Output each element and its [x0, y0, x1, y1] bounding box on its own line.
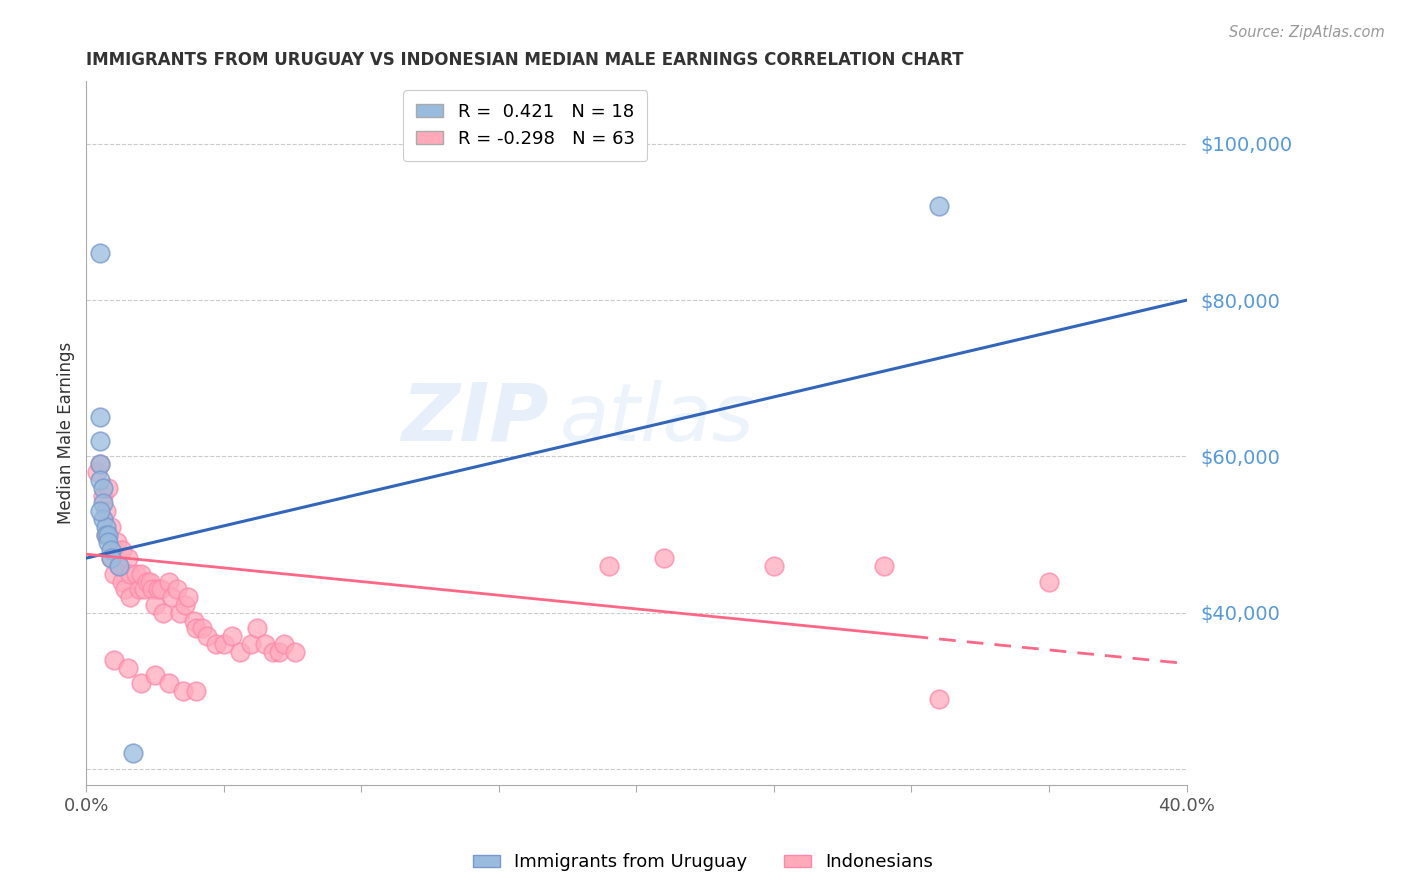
Point — [186, 622, 208, 636]
Point — [172, 684, 194, 698]
Point — [254, 637, 277, 651]
Point — [100, 543, 122, 558]
Text: ZIP: ZIP — [401, 380, 548, 458]
Point — [91, 496, 114, 510]
Text: Source: ZipAtlas.com: Source: ZipAtlas.com — [1229, 25, 1385, 40]
Point — [157, 676, 180, 690]
Point — [89, 434, 111, 448]
Point — [91, 481, 114, 495]
Point — [120, 566, 142, 581]
Point — [97, 527, 120, 541]
Point — [120, 590, 142, 604]
Point — [97, 535, 120, 549]
Point — [91, 489, 114, 503]
Point — [166, 582, 188, 597]
Point — [183, 614, 205, 628]
Point — [146, 582, 169, 597]
Point — [229, 645, 252, 659]
Point — [204, 637, 226, 651]
Point — [100, 520, 122, 534]
Point — [108, 558, 131, 573]
Point — [160, 590, 183, 604]
Point — [91, 512, 114, 526]
Point — [128, 582, 150, 597]
Point — [94, 527, 117, 541]
Point — [89, 410, 111, 425]
Point — [111, 574, 134, 589]
Point — [132, 582, 155, 597]
Point — [177, 590, 200, 604]
Point — [152, 606, 174, 620]
Point — [143, 668, 166, 682]
Point — [157, 574, 180, 589]
Point — [103, 653, 125, 667]
Point — [262, 645, 284, 659]
Point — [143, 598, 166, 612]
Point — [174, 598, 197, 612]
Point — [117, 660, 139, 674]
Point — [89, 504, 111, 518]
Point — [246, 622, 269, 636]
Point — [191, 622, 214, 636]
Point — [103, 566, 125, 581]
Point — [89, 473, 111, 487]
Point — [138, 574, 160, 589]
Point — [94, 520, 117, 534]
Point — [273, 637, 295, 651]
Point — [141, 582, 163, 597]
Point — [114, 582, 136, 597]
Point — [135, 574, 157, 589]
Point — [131, 676, 153, 690]
Point — [928, 691, 950, 706]
Text: atlas: atlas — [560, 380, 754, 458]
Point — [284, 645, 307, 659]
Point — [86, 465, 108, 479]
Legend: R =  0.421   N = 18, R = -0.298   N = 63: R = 0.421 N = 18, R = -0.298 N = 63 — [404, 90, 647, 161]
Point — [873, 558, 896, 573]
Point — [117, 551, 139, 566]
Point — [186, 684, 208, 698]
Text: IMMIGRANTS FROM URUGUAY VS INDONESIAN MEDIAN MALE EARNINGS CORRELATION CHART: IMMIGRANTS FROM URUGUAY VS INDONESIAN ME… — [86, 51, 963, 69]
Point — [267, 645, 290, 659]
Point — [100, 551, 122, 566]
Point — [89, 246, 111, 260]
Point — [652, 551, 675, 566]
Point — [108, 558, 131, 573]
Point — [89, 458, 111, 472]
Point — [122, 747, 145, 761]
Point — [94, 504, 117, 518]
Point — [103, 543, 125, 558]
Point — [149, 582, 172, 597]
Point — [762, 558, 785, 573]
Legend: Immigrants from Uruguay, Indonesians: Immigrants from Uruguay, Indonesians — [465, 847, 941, 879]
Point — [100, 551, 122, 566]
Point — [169, 606, 191, 620]
Point — [105, 535, 128, 549]
Point — [131, 566, 153, 581]
Y-axis label: Median Male Earnings: Median Male Earnings — [58, 342, 75, 524]
Point — [125, 566, 148, 581]
Point — [1038, 574, 1060, 589]
Point — [221, 629, 243, 643]
Point — [240, 637, 263, 651]
Point — [212, 637, 235, 651]
Point — [89, 458, 111, 472]
Point — [195, 629, 218, 643]
Point — [598, 558, 620, 573]
Point — [928, 199, 950, 213]
Point — [97, 481, 120, 495]
Point — [111, 543, 134, 558]
Point — [94, 527, 117, 541]
